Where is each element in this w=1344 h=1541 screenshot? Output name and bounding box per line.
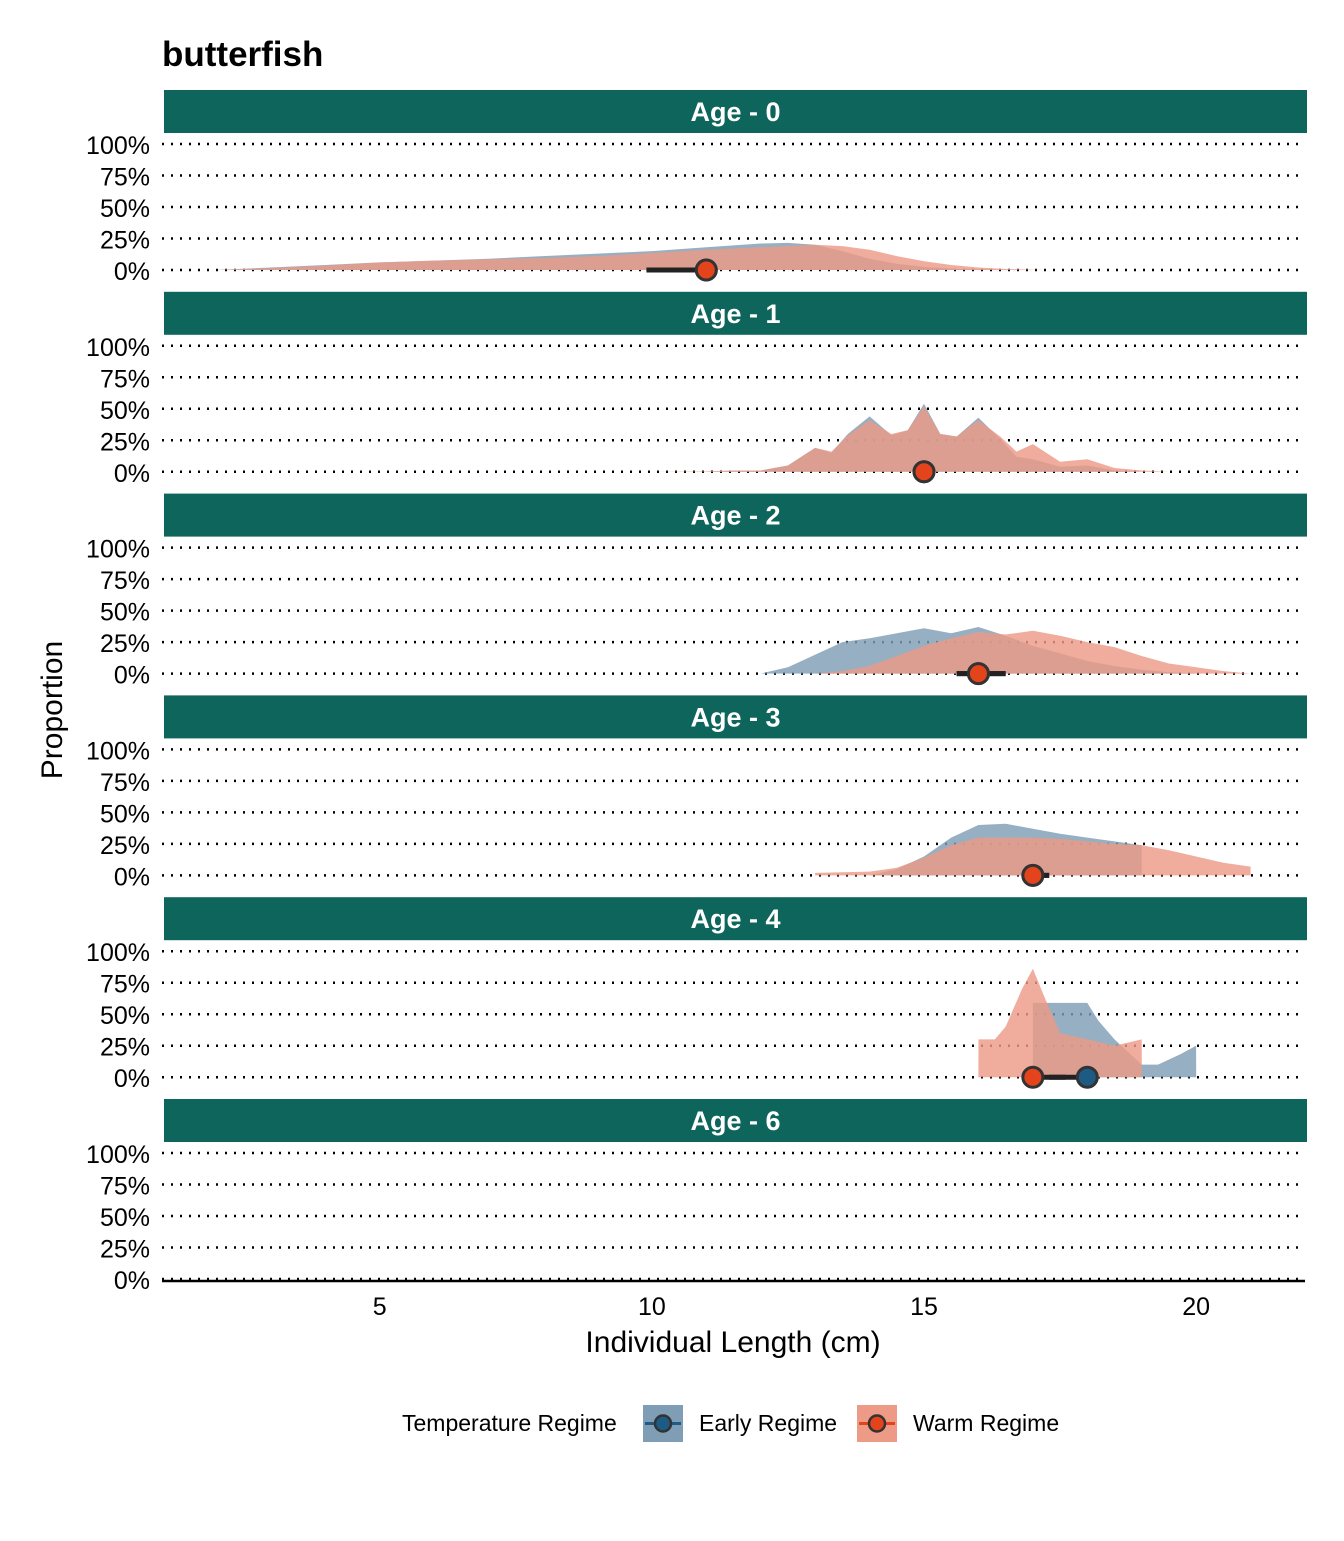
facet-strip-label: Age - 3 — [690, 702, 780, 732]
y-tick-label: 100% — [86, 1141, 150, 1169]
facet-strip-label: Age - 0 — [690, 97, 780, 127]
facet-strip-label: Age - 1 — [690, 299, 780, 329]
density-ridge-warm — [978, 968, 1142, 1078]
y-tick-label: 100% — [86, 939, 150, 967]
x-tick-label: 10 — [638, 1293, 666, 1321]
facet-panel: Age - 2 0% 25% 50% 75% 100% — [86, 493, 1307, 690]
y-tick-label: 25% — [100, 832, 150, 860]
y-tick-label: 25% — [100, 1236, 150, 1264]
y-tick-label: 50% — [100, 599, 150, 627]
facet-panel: Age - 3 0% 25% 50% 75% 100% — [86, 695, 1307, 891]
median-point-warm — [1021, 1065, 1045, 1089]
x-tick-label: 15 — [910, 1293, 938, 1321]
y-tick-label: 100% — [86, 536, 150, 564]
y-tick-label: 0% — [114, 460, 150, 488]
y-tick-label: 100% — [86, 737, 150, 765]
facet-strip-label: Age - 6 — [690, 1106, 780, 1136]
density-ridge-warm — [815, 837, 1251, 876]
y-tick-label: 75% — [100, 567, 150, 595]
y-tick-label: 100% — [86, 334, 150, 362]
median-point-early — [1075, 1065, 1099, 1089]
y-tick-label: 0% — [114, 1065, 150, 1093]
legend-item-warm: Warm Regime — [857, 1405, 1059, 1442]
facet-panels: Age - 00%25%50%75%100%Age - 10%25%50%75%… — [86, 90, 1307, 1321]
y-tick-label: 50% — [100, 195, 150, 223]
facet-strip — [164, 1099, 1307, 1142]
facet-panel: Age - 6 0% 25% 50% 75% 100% 5 10 15 20 — [86, 1099, 1307, 1321]
median-point-warm — [694, 258, 718, 282]
y-tick-label: 0% — [114, 258, 150, 286]
y-tick-label: 0% — [114, 863, 150, 891]
legend-key-point — [867, 1414, 887, 1433]
facet-panel: Age - 4 0% 25% 50% 75% 100% — [86, 897, 1307, 1093]
x-tick-label: 20 — [1182, 1293, 1210, 1321]
y-tick-label: 0% — [114, 1267, 150, 1295]
y-tick-label: 0% — [114, 662, 150, 690]
facet-strip — [164, 291, 1307, 335]
facet-strip-label: Age - 2 — [690, 501, 780, 531]
y-tick-label: 75% — [100, 1173, 150, 1201]
median-point-warm — [966, 662, 990, 686]
facet-strip — [164, 897, 1307, 941]
density-ridge-warm — [815, 630, 1251, 674]
facet-strip — [164, 493, 1307, 537]
density-ridge-warm — [216, 244, 1050, 270]
y-tick-label: 25% — [100, 428, 150, 456]
median-point-warm — [1021, 863, 1045, 887]
legend-item-early: Early Regime — [643, 1405, 837, 1442]
y-tick-label: 75% — [100, 971, 150, 999]
facet-strip — [164, 90, 1307, 133]
legend-label: Warm Regime — [913, 1410, 1059, 1436]
facet-panel: Age - 1 0% 25% 50% 75% 100% — [86, 291, 1307, 488]
y-tick-label: 50% — [100, 397, 150, 425]
legend-title: Temperature Regime — [402, 1410, 617, 1436]
density-ridge-warm — [651, 406, 1169, 472]
facet-panel: Age - 0 0% 25% 50% 75% 100% — [86, 90, 1307, 286]
facet-strip — [164, 695, 1307, 739]
x-axis-label: Individual Length (cm) — [585, 1326, 880, 1359]
legend-label: Early Regime — [699, 1410, 837, 1436]
y-tick-label: 75% — [100, 365, 150, 393]
y-tick-label: 75% — [100, 769, 150, 797]
x-tick-label: 5 — [373, 1293, 387, 1321]
y-tick-label: 25% — [100, 1034, 150, 1062]
legend: Temperature Regime Early Regime Warm Regi… — [402, 1405, 1059, 1442]
y-tick-label: 50% — [100, 1002, 150, 1030]
y-axis-label: Proportion — [36, 641, 69, 779]
y-tick-label: 100% — [86, 132, 150, 160]
median-point-warm — [912, 460, 936, 484]
y-tick-label: 25% — [100, 630, 150, 658]
y-tick-label: 25% — [100, 227, 150, 255]
y-tick-label: 50% — [100, 1204, 150, 1232]
y-tick-label: 50% — [100, 800, 150, 828]
legend-key-point — [653, 1414, 673, 1433]
chart-title: butterfish — [162, 35, 323, 74]
y-tick-label: 75% — [100, 164, 150, 192]
facet-strip-label: Age - 4 — [690, 904, 780, 934]
